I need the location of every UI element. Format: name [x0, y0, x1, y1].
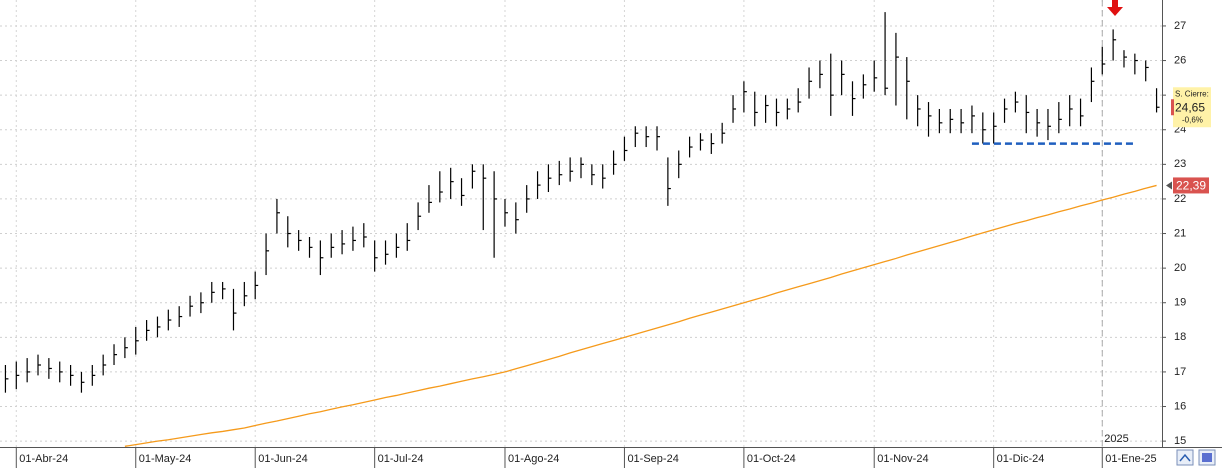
moving-average-line: [124, 184, 1157, 447]
y-tick-label: 27: [1174, 20, 1186, 32]
ma-label-pointer: [1166, 181, 1172, 190]
last-close-title: S. Cierre:: [1175, 89, 1209, 98]
last-close-change: -0,6%: [1182, 115, 1203, 124]
arrow-marker: [1107, 0, 1123, 16]
y-tick-label: 18: [1174, 331, 1186, 343]
x-tick-label: 01-Sep-24: [627, 453, 678, 465]
x-tick-label: 01-Jun-24: [258, 453, 308, 465]
y-tick-label: 26: [1174, 54, 1186, 66]
last-close-marker: [1171, 99, 1174, 116]
x-tick-label: 01-Ene-25: [1105, 453, 1156, 465]
x-tick-label: 01-Abr-24: [19, 453, 68, 465]
y-tick-label: 15: [1174, 435, 1186, 447]
last-close-box: [1173, 87, 1211, 128]
x-tick-label: 01-Oct-24: [747, 453, 796, 465]
x-tick-label: 01-Nov-24: [877, 453, 928, 465]
x-tick-label: 01-Jul-24: [378, 453, 424, 465]
axes: 1516171819202122232425262701-Abr-2401-Ma…: [15, 20, 1211, 468]
y-tick-label: 21: [1174, 227, 1186, 239]
y-tick-label: 19: [1174, 297, 1186, 309]
y-tick-label: 20: [1174, 262, 1186, 274]
y-tick-label: 22: [1174, 193, 1186, 205]
y-tick-label: 17: [1174, 366, 1186, 378]
year-label: 2025: [1104, 433, 1128, 445]
x-tick-label: 01-Dic-24: [997, 453, 1045, 465]
plot-area: [4, 12, 1160, 447]
x-tick-label: 01-Ago-24: [508, 453, 559, 465]
toolbar: [1176, 449, 1216, 466]
y-tick-label: 23: [1174, 158, 1186, 170]
y-tick-label: 16: [1174, 400, 1186, 412]
x-tick-label: 01-May-24: [139, 453, 192, 465]
ma-label: 22,39: [1176, 179, 1206, 193]
last-close-label: 24,65: [1175, 100, 1205, 114]
chart-mode-button[interactable]: [1176, 449, 1194, 466]
ma-label-box: [1173, 177, 1209, 194]
